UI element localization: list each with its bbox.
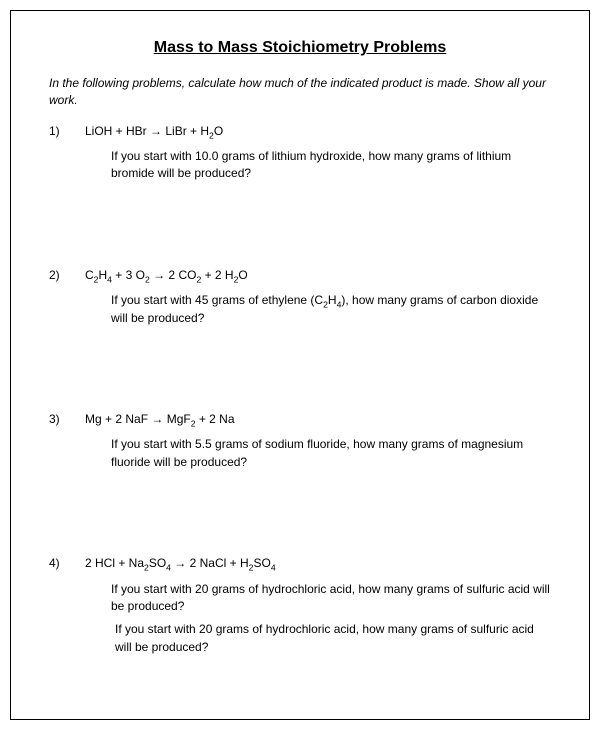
problem-question-repeat: If you start with 20 grams of hydrochlor… [85, 621, 551, 656]
problem-number: 3) [49, 411, 85, 477]
problem-body: LiOH + HBr → LiBr + H2O If you start wit… [85, 123, 551, 189]
problem-number: 1) [49, 123, 85, 189]
problem-question: If you start with 5.5 grams of sodium fl… [85, 436, 551, 471]
problem-4: 4) 2 HCl + Na2SO4 → 2 NaCl + H2SO4 If yo… [49, 555, 551, 662]
chemical-equation: C2H4 + 3 O2 → 2 CO2 + 2 H2O [85, 267, 551, 284]
problem-body: 2 HCl + Na2SO4 → 2 NaCl + H2SO4 If you s… [85, 555, 551, 662]
page-title: Mass to Mass Stoichiometry Problems [49, 39, 551, 57]
problem-question: If you start with 45 grams of ethylene (… [85, 292, 551, 327]
problem-3: 3) Mg + 2 NaF → MgF2 + 2 Na If you start… [49, 411, 551, 477]
problem-number: 2) [49, 267, 85, 333]
problem-number: 4) [49, 555, 85, 662]
worksheet-page: Mass to Mass Stoichiometry Problems In t… [10, 10, 590, 720]
chemical-equation: LiOH + HBr → LiBr + H2O [85, 123, 551, 140]
problem-question: If you start with 10.0 grams of lithium … [85, 148, 551, 183]
problem-body: C2H4 + 3 O2 → 2 CO2 + 2 H2O If you start… [85, 267, 551, 333]
problem-body: Mg + 2 NaF → MgF2 + 2 Na If you start wi… [85, 411, 551, 477]
problem-1: 1) LiOH + HBr → LiBr + H2O If you start … [49, 123, 551, 189]
chemical-equation: Mg + 2 NaF → MgF2 + 2 Na [85, 411, 551, 428]
instructions-text: In the following problems, calculate how… [49, 75, 551, 109]
chemical-equation: 2 HCl + Na2SO4 → 2 NaCl + H2SO4 [85, 555, 551, 572]
problem-question: If you start with 20 grams of hydrochlor… [85, 581, 551, 616]
problem-2: 2) C2H4 + 3 O2 → 2 CO2 + 2 H2O If you st… [49, 267, 551, 333]
